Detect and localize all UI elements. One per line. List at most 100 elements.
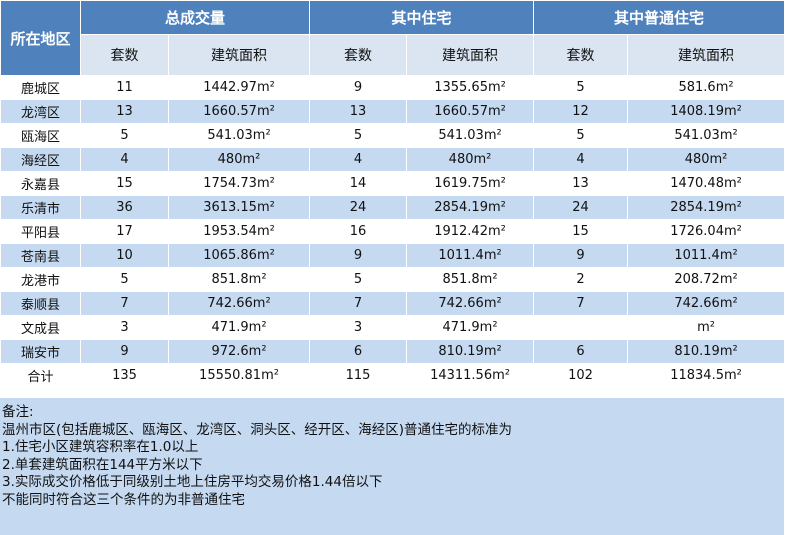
cell-region: 瑞安市 xyxy=(0,339,81,364)
cell-ord-count: 4 xyxy=(533,147,629,172)
cell-count: 7 xyxy=(80,291,169,316)
cell-area: 1065.86m² xyxy=(167,243,311,268)
cell-region: 苍南县 xyxy=(0,243,81,268)
group-header-ordinary: 其中普通住宅 xyxy=(533,0,786,35)
cell-region: 文成县 xyxy=(0,315,81,340)
region-header: 所在地区 xyxy=(0,0,81,76)
cell-res-area: 1355.65m² xyxy=(406,75,535,100)
total-row: 合计 135 15550.81m² 115 14311.56m² 102 118… xyxy=(0,363,786,388)
cell-res-area: 541.03m² xyxy=(406,123,535,148)
table-row: 鹿城区 11 1442.97m² 9 1355.65m² 5 581.6m² xyxy=(0,75,786,100)
cell-ord-area: 541.03m² xyxy=(627,123,786,148)
cell-count: 15 xyxy=(80,171,169,196)
cell-count: 13 xyxy=(80,99,169,124)
header-sub-row: 套数 建筑面积 套数 建筑面积 套数 建筑面积 xyxy=(1,34,786,76)
cell-res-count: 7 xyxy=(309,291,408,316)
sub-header-count: 套数 xyxy=(80,34,169,76)
cell-res-count: 5 xyxy=(309,267,408,292)
header-group-row: 所在地区 总成交量 其中住宅 其中普通住宅 xyxy=(0,0,786,76)
cell-ord-area: 208.72m² xyxy=(627,267,786,292)
cell-region: 海经区 xyxy=(0,147,81,172)
total-res-area: 14311.56m² xyxy=(406,363,535,388)
cell-ord-count: 5 xyxy=(533,123,629,148)
cell-res-count: 9 xyxy=(309,243,408,268)
cell-res-area: 1660.57m² xyxy=(406,99,535,124)
cell-count: 3 xyxy=(80,315,169,340)
notes-line: 不能同时符合这三个条件的为非普通住宅 xyxy=(2,491,245,508)
table-row: 平阳县 17 1953.54m² 16 1912.42m² 15 1726.04m² xyxy=(0,219,786,244)
cell-count: 36 xyxy=(80,195,169,220)
table-body: 鹿城区 11 1442.97m² 9 1355.65m² 5 581.6m² 龙湾区 13 166… xyxy=(0,75,786,364)
cell-res-count: 5 xyxy=(309,123,408,148)
cell-res-count: 3 xyxy=(309,315,408,340)
notes-line: 3.实际成交价格低于同级别土地上住房平均交易价格1.44倍以下 xyxy=(2,474,383,490)
cell-res-area: 1011.4m² xyxy=(406,243,535,268)
table-row: 永嘉县 15 1754.73m² 14 1619.75m² 13 1470.48m² xyxy=(0,171,786,196)
cell-ord-count: 6 xyxy=(533,339,629,364)
cell-count: 10 xyxy=(80,243,169,268)
notes-box: 备注: 温州市区(包括鹿城区、瓯海区、龙湾区、洞头区、经开区、海经区)普通住宅的… xyxy=(0,398,784,535)
transaction-table: 所在地区 总成交量 其中住宅 其中普通住宅 套数 建筑面积 套数 建筑面积 套数… xyxy=(0,0,786,388)
cell-area: 851.8m² xyxy=(167,267,311,292)
cell-res-area: 2854.19m² xyxy=(406,195,535,220)
cell-count: 11 xyxy=(80,75,169,100)
notes-line: 温州市区(包括鹿城区、瓯海区、龙湾区、洞头区、经开区、海经区)普通住宅的标准为 xyxy=(2,421,513,438)
cell-area: 972.6m² xyxy=(167,339,311,364)
total-ord-count: 102 xyxy=(533,363,629,388)
table-row: 乐清市 36 3613.15m² 24 2854.19m² 24 2854.19m² xyxy=(0,195,786,220)
cell-res-count: 16 xyxy=(309,219,408,244)
table-row: 瑞安市 9 972.6m² 6 810.19m² 6 810.19m² xyxy=(0,339,786,364)
total-ord-area: 11834.5m² xyxy=(627,363,786,388)
sub-header-area: 建筑面积 xyxy=(406,34,535,76)
cell-ord-count: 13 xyxy=(533,171,629,196)
cell-ord-count: 9 xyxy=(533,243,629,268)
cell-area: 3613.15m² xyxy=(167,195,311,220)
cell-ord-area: 480m² xyxy=(627,147,786,172)
table-row: 瓯海区 5 541.03m² 5 541.03m² 5 541.03m² xyxy=(0,123,786,148)
table-row: 泰顺县 7 742.66m² 7 742.66m² 7 742.66m² xyxy=(0,291,786,316)
group-header-total: 总成交量 xyxy=(79,0,311,35)
cell-area: 742.66m² xyxy=(167,291,311,316)
cell-ord-area: 1408.19m² xyxy=(627,99,786,124)
cell-region: 泰顺县 xyxy=(0,291,81,316)
notes-title: 备注: xyxy=(2,404,34,420)
cell-area: 1754.73m² xyxy=(167,171,311,196)
cell-area: 1442.97m² xyxy=(167,75,311,100)
sub-header-count: 套数 xyxy=(309,34,408,76)
cell-res-area: 1619.75m² xyxy=(406,171,535,196)
cell-count: 5 xyxy=(80,123,169,148)
cell-ord-area: 1470.48m² xyxy=(627,171,786,196)
cell-region: 龙港市 xyxy=(0,267,81,292)
total-count: 135 xyxy=(80,363,169,388)
cell-res-count: 6 xyxy=(309,339,408,364)
cell-area: 1953.54m² xyxy=(167,219,311,244)
cell-region: 瓯海区 xyxy=(0,123,81,148)
cell-ord-count: 2 xyxy=(533,267,629,292)
table-row: 龙港市 5 851.8m² 5 851.8m² 2 208.72m² xyxy=(0,267,786,292)
cell-ord-area: 1011.4m² xyxy=(627,243,786,268)
cell-res-count: 4 xyxy=(309,147,408,172)
cell-ord-area: 581.6m² xyxy=(627,75,786,100)
cell-area: 471.9m² xyxy=(167,315,311,340)
sub-header-count: 套数 xyxy=(533,34,629,76)
cell-ord-count: 15 xyxy=(533,219,629,244)
cell-res-count: 13 xyxy=(309,99,408,124)
table-row: 龙湾区 13 1660.57m² 13 1660.57m² 12 1408.19m² xyxy=(0,99,786,124)
cell-res-count: 14 xyxy=(309,171,408,196)
total-area: 15550.81m² xyxy=(167,363,311,388)
group-header-residential: 其中住宅 xyxy=(309,0,535,35)
table-row: 苍南县 10 1065.86m² 9 1011.4m² 9 1011.4m² xyxy=(0,243,786,268)
cell-res-count: 24 xyxy=(309,195,408,220)
cell-ord-count: 5 xyxy=(533,75,629,100)
cell-ord-area: m² xyxy=(627,315,786,340)
total-res-count: 115 xyxy=(309,363,408,388)
cell-res-area: 810.19m² xyxy=(406,339,535,364)
cell-area: 541.03m² xyxy=(167,123,311,148)
total-label: 合计 xyxy=(0,363,81,388)
sub-header-area: 建筑面积 xyxy=(167,34,311,76)
cell-count: 9 xyxy=(80,339,169,364)
cell-ord-count: 7 xyxy=(533,291,629,316)
cell-ord-count: 24 xyxy=(533,195,629,220)
cell-region: 永嘉县 xyxy=(0,171,81,196)
